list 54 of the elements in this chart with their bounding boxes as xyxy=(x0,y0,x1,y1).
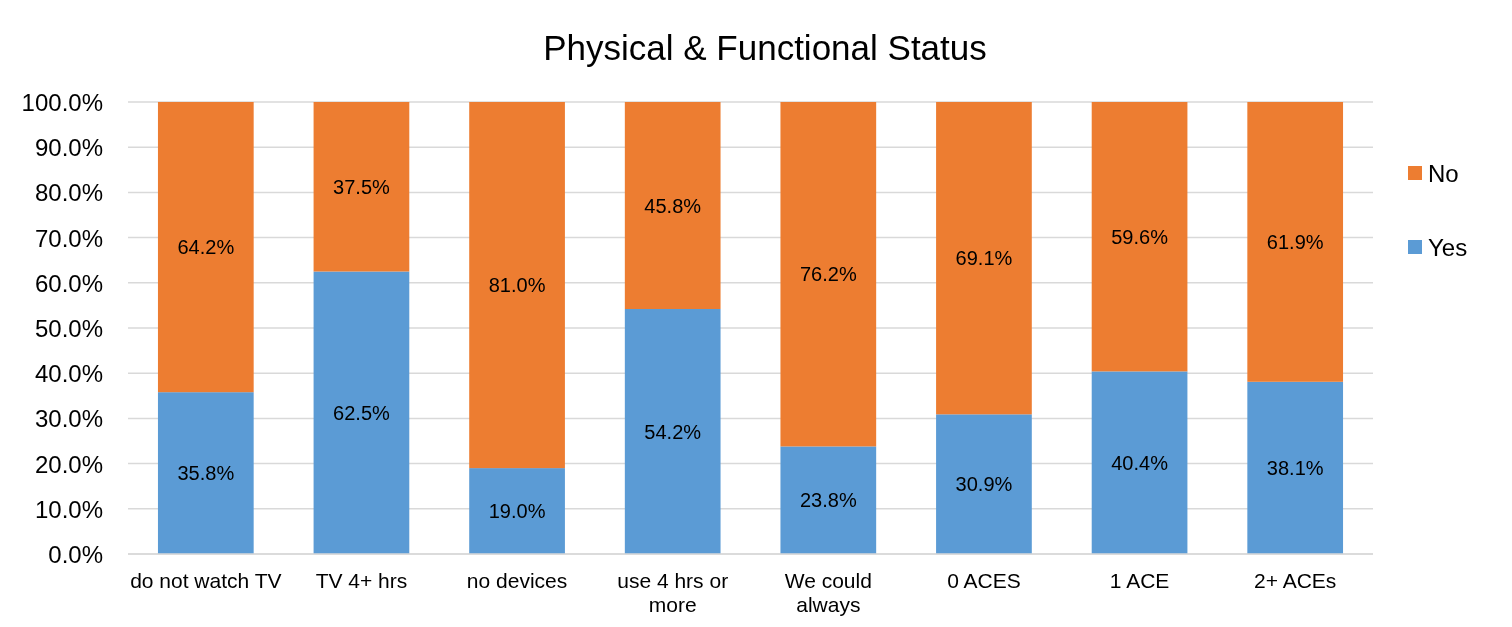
y-tick-label: 10.0% xyxy=(34,495,103,523)
y-tick-label: 0.0% xyxy=(48,540,103,568)
x-tick-label: use 4 hrs or more xyxy=(617,569,729,616)
y-tick-label: 100.0% xyxy=(21,88,103,116)
bar xyxy=(624,102,721,310)
data-label: 61.9% xyxy=(1266,230,1324,253)
x-tick-label: no devices xyxy=(466,569,568,592)
x-tick-label: do not watch TV xyxy=(130,569,282,592)
x-tick-label: 1 ACE xyxy=(1109,569,1170,592)
data-label: 69.1% xyxy=(955,247,1013,270)
x-tick-label: 2+ ACEs xyxy=(1254,569,1337,592)
chart-title: Physical & Functional Status xyxy=(543,28,987,67)
y-tick-label: 40.0% xyxy=(34,359,103,387)
data-label: 19.0% xyxy=(488,500,546,523)
bar xyxy=(469,468,565,554)
y-tick-label: 50.0% xyxy=(34,314,103,342)
data-label: 40.4% xyxy=(1111,451,1169,474)
x-tick-label: TV 4+ hrs xyxy=(315,569,408,592)
y-tick-label: 30.0% xyxy=(34,404,103,432)
y-tick-label: 90.0% xyxy=(34,133,103,161)
data-label: 37.5% xyxy=(333,175,390,198)
data-label: 76.2% xyxy=(799,263,857,286)
data-label: 35.8% xyxy=(177,462,235,485)
bar xyxy=(313,271,410,554)
data-label: 81.0% xyxy=(488,274,546,297)
bar xyxy=(157,102,254,393)
y-tick-label: 60.0% xyxy=(34,269,103,297)
data-label: 30.9% xyxy=(955,473,1013,496)
legend-label: Yes xyxy=(1428,233,1468,261)
data-label: 45.8% xyxy=(644,194,702,217)
y-tick-label: 80.0% xyxy=(34,178,103,206)
bar xyxy=(936,102,1032,415)
bar xyxy=(157,392,254,554)
bar xyxy=(1247,381,1344,554)
x-tick-label: We could always xyxy=(784,569,872,616)
data-label: 23.8% xyxy=(799,489,857,512)
bar xyxy=(469,102,565,469)
x-tick-label: 0 ACES xyxy=(947,569,1021,592)
bar xyxy=(780,102,877,447)
data-label: 54.2% xyxy=(644,420,702,443)
bar xyxy=(936,414,1032,554)
bar xyxy=(1091,371,1188,554)
data-label: 62.5% xyxy=(333,401,390,424)
bar xyxy=(1091,102,1188,372)
data-label: 38.1% xyxy=(1266,456,1324,479)
bar xyxy=(624,309,721,554)
bar xyxy=(780,446,877,554)
legend-label: No xyxy=(1428,159,1459,187)
bar xyxy=(1247,102,1344,382)
data-label: 64.2% xyxy=(177,236,235,259)
data-label: 59.6% xyxy=(1111,225,1169,248)
bar xyxy=(313,102,410,272)
y-tick-label: 70.0% xyxy=(34,224,103,252)
y-tick-label: 20.0% xyxy=(34,450,103,478)
